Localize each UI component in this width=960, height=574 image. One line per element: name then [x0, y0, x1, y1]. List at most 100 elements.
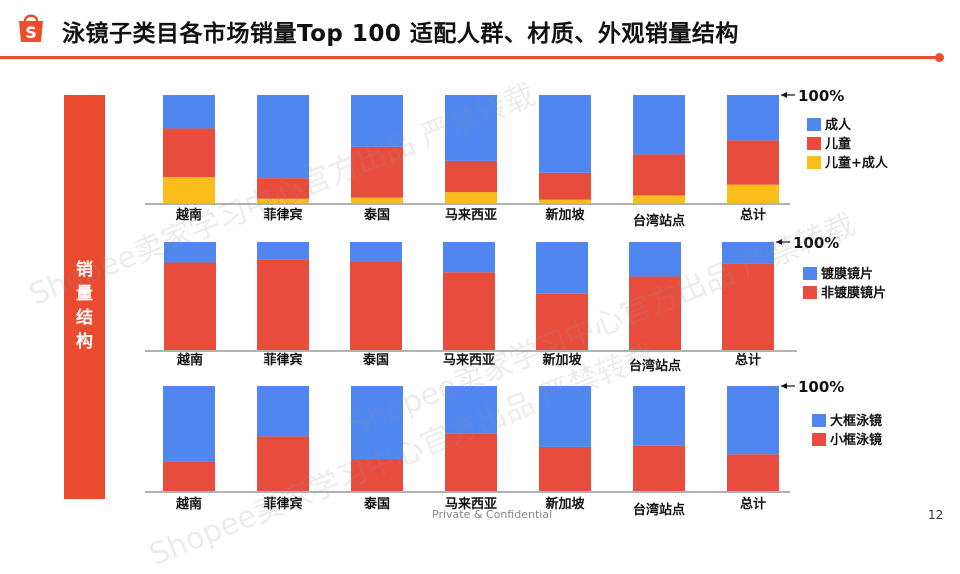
bar-segment	[633, 445, 685, 491]
bar-segment	[350, 261, 402, 350]
bar-segment	[539, 172, 591, 200]
header: S 泳镜子类目各市场销量Top 100 适配人群、材质、外观销量结构	[0, 0, 960, 62]
bar-segment	[536, 242, 588, 294]
bar-segment	[351, 197, 403, 203]
category-label: 台湾站点	[629, 358, 681, 374]
bar-segment	[633, 195, 685, 203]
bar-segment	[539, 199, 591, 203]
category-label: 总计	[735, 352, 761, 368]
category-label: 越南	[175, 496, 202, 512]
bar-segment	[727, 454, 779, 491]
bar-segment	[539, 446, 591, 491]
bar-segment	[163, 461, 215, 491]
bar-segment	[351, 386, 403, 460]
bar-segment	[351, 95, 403, 147]
bar-segment	[722, 242, 774, 264]
legend-label: 成人	[825, 117, 852, 133]
bar-segment	[351, 459, 403, 491]
category-label: 菲律宾	[263, 496, 302, 512]
bar-segment	[163, 128, 215, 178]
legend-label: 非镀膜镜片	[821, 285, 886, 301]
bar-segment	[257, 242, 309, 260]
legend-label: 儿童	[824, 136, 851, 152]
legend-label: 儿童+成人	[824, 155, 889, 171]
legend-swatch	[807, 156, 821, 169]
bar-segment	[727, 140, 779, 185]
bar-segment	[629, 242, 681, 277]
bar-segment	[163, 386, 215, 462]
category-label: 越南	[175, 207, 202, 223]
category-label: 马来西亚	[443, 352, 495, 368]
category-label: 菲律宾	[263, 207, 302, 223]
header-divider-dot	[935, 53, 944, 62]
legend-label: 小框泳镜	[830, 432, 882, 448]
sidebar-char: 量	[76, 284, 93, 304]
bar-segment	[727, 95, 779, 141]
sidebar-label: 销 量 结 构	[64, 258, 105, 354]
bar-segment	[350, 242, 402, 262]
sidebar-bar	[64, 95, 105, 499]
bar-segment	[445, 386, 497, 434]
header-divider	[0, 56, 938, 59]
legend-swatch	[812, 433, 826, 446]
category-label: 台湾站点	[633, 213, 685, 229]
page-title: 泳镜子类目各市场销量Top 100 适配人群、材质、外观销量结构	[62, 21, 739, 47]
category-label: 菲律宾	[263, 352, 302, 368]
bar-segment	[539, 386, 591, 447]
bar-segment	[443, 272, 495, 350]
category-label: 越南	[176, 352, 203, 368]
bar-segment	[727, 184, 779, 203]
footer-confidential: Private & Confidential	[432, 508, 553, 521]
bar-segment	[539, 95, 591, 173]
bar-segment	[722, 263, 774, 350]
legend-label: 大框泳镜	[830, 413, 882, 429]
annotation-arrow-head	[781, 383, 787, 389]
bar-segment	[163, 95, 215, 129]
annotation-100-percent: 100%	[798, 87, 844, 105]
category-label: 泰国	[362, 352, 389, 368]
category-label: 新加坡	[545, 496, 585, 512]
bar-segment	[257, 386, 309, 437]
category-label: 马来西亚	[445, 496, 497, 512]
category-label: 新加坡	[542, 352, 582, 368]
bar-segment	[536, 293, 588, 350]
annotation-arrow-head	[781, 92, 787, 98]
category-label: 总计	[740, 496, 766, 512]
legend-swatch	[812, 414, 826, 427]
bar-segment	[727, 386, 779, 455]
bar-segment	[445, 95, 497, 161]
annotation-100-percent: 100%	[793, 234, 839, 252]
legend-swatch	[807, 118, 821, 131]
bar-segment	[445, 433, 497, 491]
sidebar-char: 结	[76, 308, 93, 328]
sidebar-char: 构	[76, 332, 93, 352]
bar-segment	[257, 259, 309, 350]
category-label: 新加坡	[545, 207, 585, 223]
legend-swatch	[803, 286, 817, 299]
bar-segment	[445, 192, 497, 203]
bar-segment	[163, 177, 215, 203]
bar-segment	[164, 262, 216, 350]
bar-segment	[633, 386, 685, 446]
annotation-100-percent: 100%	[798, 378, 844, 396]
legend-label: 镀膜镜片	[821, 266, 873, 282]
bar-segment	[257, 198, 309, 203]
bar-segment	[164, 242, 216, 263]
bar-segment	[257, 436, 309, 491]
page-number: 12	[928, 508, 944, 522]
bar-segment	[257, 178, 309, 199]
sidebar-char: 销	[76, 260, 93, 280]
category-label: 泰国	[363, 496, 390, 512]
category-label: 台湾站点	[633, 502, 685, 518]
bar-segment	[629, 276, 681, 350]
annotation-arrow-head	[776, 239, 782, 245]
legend-swatch	[803, 267, 817, 280]
category-label: 泰国	[363, 207, 390, 223]
bar-segment	[445, 160, 497, 193]
legend-swatch	[807, 137, 821, 150]
category-label: 总计	[740, 207, 766, 223]
bar-segment	[257, 95, 309, 179]
category-label: 马来西亚	[445, 207, 497, 223]
svg-text:S: S	[25, 23, 37, 42]
